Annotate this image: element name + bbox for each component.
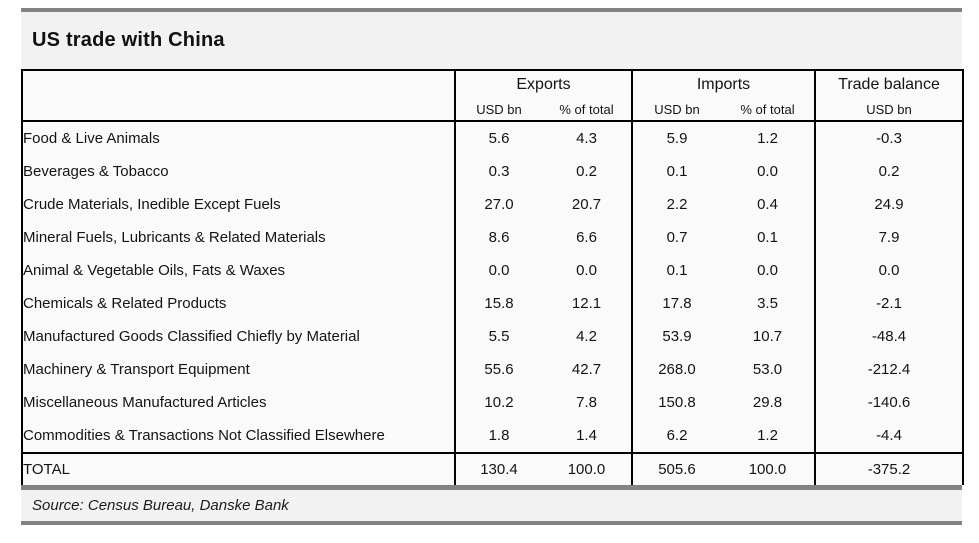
trade-balance-cell: -212.4 [814,353,963,386]
exports-pct-cell: 7.8 [576,394,597,411]
imports-pct-cell: 10.7 [752,328,783,345]
trade-balance-cell: -140.6 [814,386,963,419]
bottom-separator-bar [21,521,962,525]
imports-usd-cell: 268.0 [631,353,721,386]
total-label-cell: TOTAL [22,452,455,485]
source-text: Source: Census Bureau, Danske Bank [32,497,289,514]
table-row: Mineral Fuels, Lubricants & Related Mate… [22,221,963,254]
total-imports-usd-cell: 505.6 [631,452,721,485]
exports-usd-cell: 15.8 [454,287,542,320]
table-row: Machinery & Transport Equipment 55.6 42.… [22,353,963,386]
imports-pct-cell: 3.5 [757,295,778,312]
imports-group-header: Imports [631,70,815,98]
total-row: TOTAL 130.4 100.0 505.6 100.0 -375.2 [22,452,963,485]
imports-usd-cell: 0.1 [631,155,721,188]
exports-usd-cell: 5.6 [454,121,542,155]
trade-balance-group-header: Trade balance [814,70,963,98]
imports-usd-cell: 17.8 [631,287,721,320]
document-content: US trade with China Exports Imports Trad… [21,8,964,525]
exports-pct-subheader: % of total [542,98,632,122]
table-row: Miscellaneous Manufactured Articles 10.2… [22,386,963,419]
table-row: Beverages & Tobacco 0.3 0.2 0.1 0.0 0.2 [22,155,963,188]
trade-balance-cell: 24.9 [814,188,963,221]
total-exports-usd-cell: 130.4 [454,452,542,485]
table-row: Crude Materials, Inedible Except Fuels 2… [22,188,963,221]
exports-pct-cell: 42.7 [571,361,602,378]
trade-balance-cell: -48.4 [814,320,963,353]
exports-usd-cell: 8.6 [454,221,542,254]
imports-pct-cell: 1.2 [757,427,778,444]
exports-usd-cell: 27.0 [454,188,542,221]
category-cell: Miscellaneous Manufactured Articles [23,394,267,411]
table-row: Chemicals & Related Products 15.8 12.1 1… [22,287,963,320]
total-trade-balance-cell: -375.2 [814,452,963,485]
imports-pct-cell: 29.8 [752,394,783,411]
trade-balance-cell: -0.3 [814,121,963,155]
table-sub-header-row: USD bn % of total USD bn % of total USD … [22,98,963,122]
exports-usd-cell: 55.6 [454,353,542,386]
title-band: US trade with China [21,12,962,69]
category-cell: Food & Live Animals [23,130,160,147]
category-cell: Machinery & Transport Equipment [23,361,250,378]
category-cell: Chemicals & Related Products [23,295,227,312]
category-cell: Animal & Vegetable Oils, Fats & Waxes [23,262,286,279]
category-subheader-cell [22,98,455,122]
imports-pct-cell: 0.4 [757,196,778,213]
category-cell: Crude Materials, Inedible Except Fuels [23,196,281,213]
imports-usd-cell: 5.9 [631,121,721,155]
trade-table: Exports Imports Trade balance USD bn % o… [21,69,964,485]
category-cell: Beverages & Tobacco [23,163,169,180]
category-cell: Mineral Fuels, Lubricants & Related Mate… [23,229,326,246]
imports-pct-cell: 1.2 [757,130,778,147]
table-body: Food & Live Animals 5.6 4.3 5.9 1.2 -0.3… [22,121,963,453]
exports-group-header: Exports [454,70,632,98]
exports-usd-subheader: USD bn [454,98,542,122]
imports-pct-cell: 0.0 [757,262,778,279]
table-row: Commodities & Transactions Not Classifie… [22,419,963,453]
imports-usd-cell: 150.8 [631,386,721,419]
exports-pct-cell: 12.1 [571,295,602,312]
exports-pct-cell: 0.0 [576,262,597,279]
trade-balance-cell: 0.0 [814,254,963,287]
total-exports-pct-cell: 100.0 [542,452,632,485]
table-group-header-row: Exports Imports Trade balance [22,70,963,98]
exports-usd-cell: 10.2 [454,386,542,419]
table-bottom-separator-bar [21,485,962,490]
trade-balance-cell: 7.9 [814,221,963,254]
imports-usd-cell: 0.1 [631,254,721,287]
table-row: Food & Live Animals 5.6 4.3 5.9 1.2 -0.3 [22,121,963,155]
trade-balance-cell: -2.1 [814,287,963,320]
imports-pct-cell: 0.0 [757,163,778,180]
imports-usd-cell: 53.9 [631,320,721,353]
exports-pct-cell: 6.6 [576,229,597,246]
imports-pct-cell: 53.0 [752,361,783,378]
top-separator-bar [21,8,962,12]
category-cell: Commodities & Transactions Not Classifie… [23,427,385,444]
exports-pct-cell: 4.3 [576,130,597,147]
exports-pct-cell: 20.7 [571,196,602,213]
exports-pct-cell: 4.2 [576,328,597,345]
source-band: Source: Census Bureau, Danske Bank [21,490,962,521]
category-cell: Manufactured Goods Classified Chiefly by… [23,328,360,345]
total-imports-pct-cell: 100.0 [721,452,815,485]
imports-usd-cell: 0.7 [631,221,721,254]
exports-usd-cell: 1.8 [454,419,542,453]
imports-usd-cell: 6.2 [631,419,721,453]
trade-balance-cell: 0.2 [814,155,963,188]
trade-balance-usd-subheader: USD bn [814,98,963,122]
exports-usd-cell: 0.0 [454,254,542,287]
exports-pct-cell: 0.2 [576,163,597,180]
exports-usd-cell: 5.5 [454,320,542,353]
imports-pct-cell: 0.1 [757,229,778,246]
imports-usd-cell: 2.2 [631,188,721,221]
imports-usd-subheader: USD bn [631,98,721,122]
imports-pct-subheader: % of total [721,98,815,122]
exports-usd-cell: 0.3 [454,155,542,188]
category-header-cell [22,70,455,98]
table-row: Animal & Vegetable Oils, Fats & Waxes 0.… [22,254,963,287]
page-title: US trade with China [32,29,225,51]
exports-pct-cell: 1.4 [576,427,597,444]
table-row: Manufactured Goods Classified Chiefly by… [22,320,963,353]
trade-balance-cell: -4.4 [814,419,963,453]
